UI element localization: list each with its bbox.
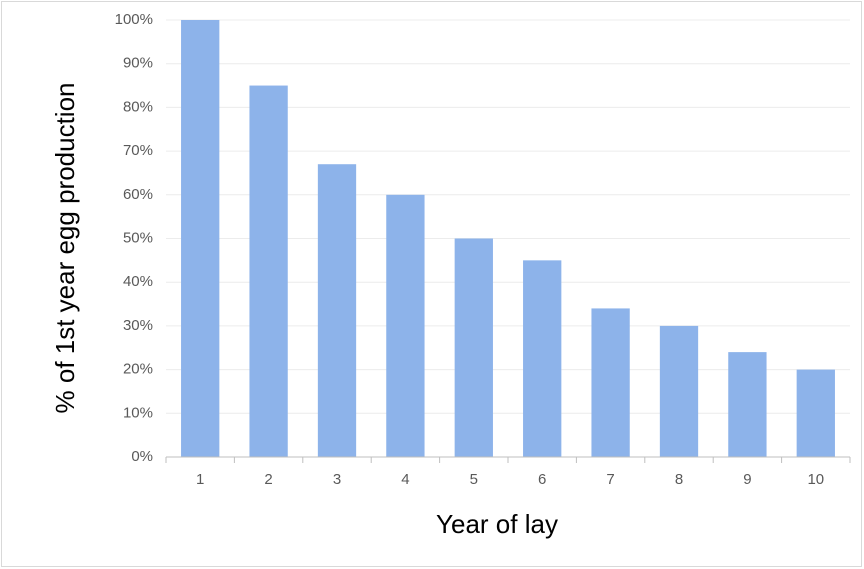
y-tick-label: 60%: [123, 186, 153, 203]
bar: [386, 194, 425, 458]
y-tick-label: 50%: [123, 229, 153, 246]
x-tick-label: 5: [470, 471, 478, 488]
x-tick-label: 2: [264, 471, 272, 488]
x-tick-label: 3: [333, 471, 341, 488]
x-tick-label: 10: [807, 471, 824, 488]
bar: [454, 238, 493, 457]
bar: [591, 308, 630, 457]
bar: [728, 352, 767, 457]
x-tick-label: 8: [675, 471, 683, 488]
x-tick-label: 6: [538, 471, 546, 488]
bar: [796, 369, 835, 457]
x-tick-label: 4: [401, 471, 409, 488]
y-axis-title: % of 1st year egg production: [50, 83, 80, 414]
y-tick-label: 90%: [123, 55, 153, 72]
y-tick-label: 20%: [123, 361, 153, 378]
bar: [317, 164, 357, 457]
x-tick-label: 9: [743, 471, 751, 488]
y-tick-label: 30%: [123, 317, 153, 334]
bar: [181, 20, 220, 457]
bar: [659, 325, 699, 457]
y-tick-label: 0%: [131, 448, 153, 465]
x-axis-title: Year of lay: [436, 509, 558, 539]
y-tick-label: 100%: [115, 11, 153, 28]
y-tick-label: 70%: [123, 142, 153, 159]
y-tick-label: 40%: [123, 273, 153, 290]
y-tick-label: 80%: [123, 98, 153, 115]
bar: [249, 85, 288, 458]
x-tick-label: 1: [196, 471, 204, 488]
y-tick-label: 10%: [123, 404, 153, 421]
x-tick-label: 7: [606, 471, 614, 488]
bar: [523, 260, 562, 457]
